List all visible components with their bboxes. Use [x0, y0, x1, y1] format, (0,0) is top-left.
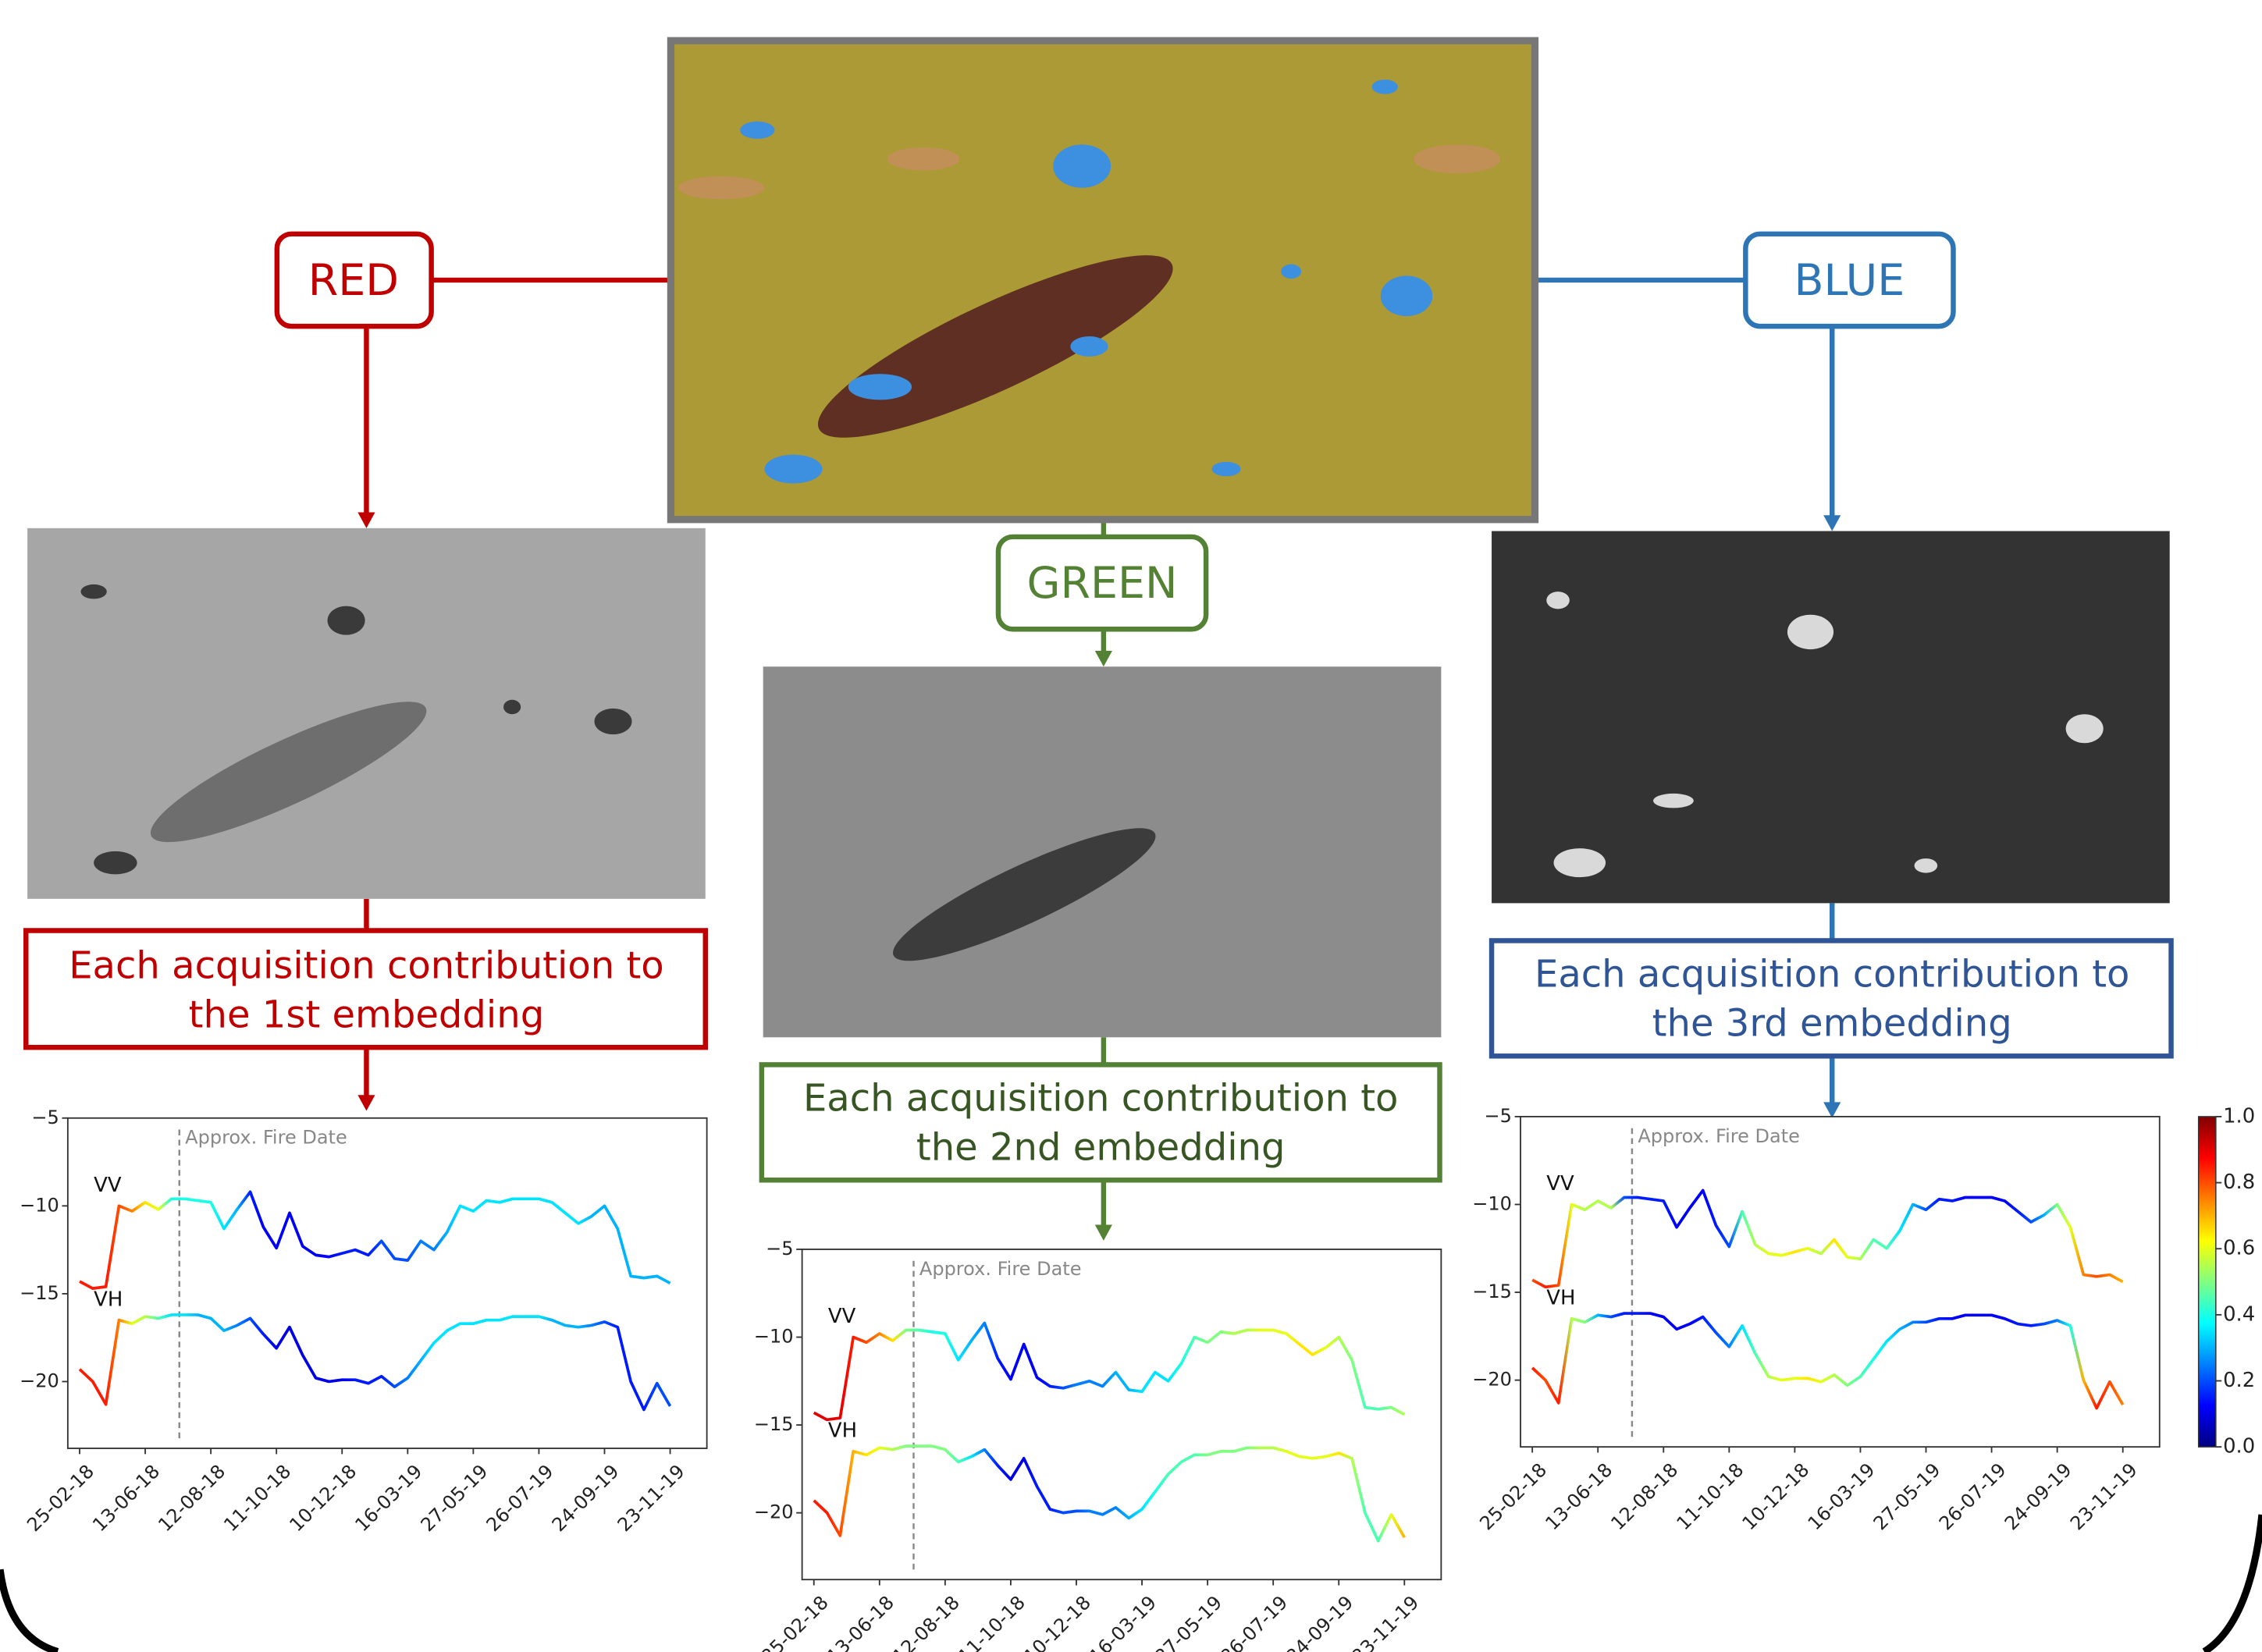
plot-area — [802, 1249, 1442, 1579]
series-label: VV — [94, 1174, 122, 1197]
border — [0, 1569, 58, 1651]
fire-date-label: Approx. Fire Date — [185, 1127, 347, 1149]
figure: RED GREEN BLUE Each acquisition contribu… — [0, 0, 2262, 1652]
x-tick-label: 10-12-18 — [1019, 1592, 1095, 1652]
y-tick-label: −5 — [1485, 1105, 1512, 1127]
x-tick-label: 13-06-18 — [88, 1460, 164, 1536]
red-label: RED — [308, 256, 399, 306]
composite-image — [670, 41, 1535, 520]
x-tick-label: 24-09-19 — [1282, 1592, 1357, 1652]
box-text: the 3rd embedding — [1652, 1001, 2012, 1045]
x-tick-label: 13-06-18 — [1541, 1459, 1616, 1535]
x-tick-label: 10-12-18 — [1738, 1459, 1814, 1535]
colorbar — [2199, 1117, 2216, 1447]
x-tick-label: 11-10-18 — [1673, 1459, 1748, 1535]
image — [1492, 531, 2170, 904]
x-tick-label: 26-07-19 — [1935, 1459, 2011, 1535]
x-tick-label: 11-10-18 — [219, 1460, 295, 1536]
y-tick-label: −10 — [20, 1194, 59, 1216]
y-tick-label: −10 — [1472, 1192, 1512, 1214]
x-tick-label: 25-02-18 — [23, 1460, 98, 1536]
embedding-image-2 — [763, 666, 1442, 1037]
x-tick-label: 24-09-19 — [548, 1460, 624, 1536]
colorbar-tick-label: 0.4 — [2223, 1302, 2255, 1326]
x-tick-label: 25-02-18 — [1475, 1459, 1551, 1535]
colorbar-tick-label: 0.6 — [2223, 1237, 2255, 1260]
x-tick-label: 16-03-19 — [1804, 1459, 1880, 1535]
colorbar-tick-label: 0.2 — [2223, 1369, 2255, 1392]
box-text: the 2nd embedding — [916, 1125, 1286, 1169]
series-label: VH — [828, 1419, 857, 1442]
x-tick-label: 23-11-19 — [1347, 1592, 1423, 1652]
y-tick-label: −20 — [754, 1501, 794, 1523]
x-tick-label: 12-08-18 — [1606, 1459, 1682, 1535]
y-tick-label: −20 — [20, 1370, 59, 1391]
x-tick-label: 27-05-19 — [1869, 1459, 1945, 1535]
x-tick-label: 27-05-19 — [1151, 1592, 1226, 1652]
colorbar-tick-label: 1.0 — [2223, 1104, 2255, 1128]
series-label: VH — [94, 1288, 123, 1311]
x-tick-label: 16-03-19 — [1085, 1592, 1161, 1652]
x-tick-label: 16-03-19 — [350, 1460, 426, 1536]
x-tick-label: 23-11-19 — [2066, 1459, 2142, 1535]
x-tick-label: 11-10-18 — [954, 1592, 1030, 1652]
x-tick-label: 24-09-19 — [2001, 1459, 2076, 1535]
colorbar-tick-label: 0.8 — [2223, 1171, 2255, 1194]
fire-date-label: Approx. Fire Date — [1638, 1125, 1800, 1147]
plot-area — [68, 1118, 707, 1448]
green-label: GREEN — [1027, 559, 1178, 609]
border — [2204, 1515, 2262, 1652]
y-tick-label: −10 — [754, 1326, 794, 1348]
x-tick-label: 26-07-19 — [482, 1460, 558, 1536]
x-tick-label: 13-06-18 — [823, 1592, 898, 1652]
colorbar-tick-label: 0.0 — [2223, 1435, 2255, 1458]
x-tick-label: 25-02-18 — [757, 1592, 833, 1652]
x-tick-label: 12-08-18 — [888, 1592, 964, 1652]
embedding-image-3 — [1492, 531, 2170, 904]
x-tick-label: 10-12-18 — [285, 1460, 361, 1536]
series-label: VV — [828, 1305, 856, 1328]
y-tick-label: −15 — [754, 1413, 794, 1435]
embedding-image-1 — [27, 528, 706, 899]
fire-date-label: Approx. Fire Date — [919, 1258, 1082, 1280]
plot-area — [1520, 1117, 2160, 1447]
series-label: VV — [1546, 1172, 1574, 1195]
x-tick-label: 26-07-19 — [1216, 1592, 1292, 1652]
y-tick-label: −15 — [1472, 1281, 1512, 1302]
box-text: Each acquisition contribution to — [69, 944, 664, 988]
x-tick-label: 27-05-19 — [417, 1460, 493, 1536]
box-text: Each acquisition contribution to — [1535, 953, 2130, 997]
series-label: VH — [1546, 1286, 1575, 1309]
x-tick-label: 12-08-18 — [154, 1460, 229, 1536]
box-text: Each acquisition contribution to — [803, 1077, 1399, 1121]
y-tick-label: −15 — [20, 1282, 59, 1304]
y-tick-label: −5 — [766, 1238, 793, 1259]
blue-label: BLUE — [1794, 256, 1905, 306]
box-text: the 1st embedding — [189, 993, 545, 1036]
x-tick-label: 23-11-19 — [614, 1460, 689, 1536]
y-tick-label: −5 — [31, 1107, 59, 1128]
y-tick-label: −20 — [1472, 1369, 1512, 1391]
